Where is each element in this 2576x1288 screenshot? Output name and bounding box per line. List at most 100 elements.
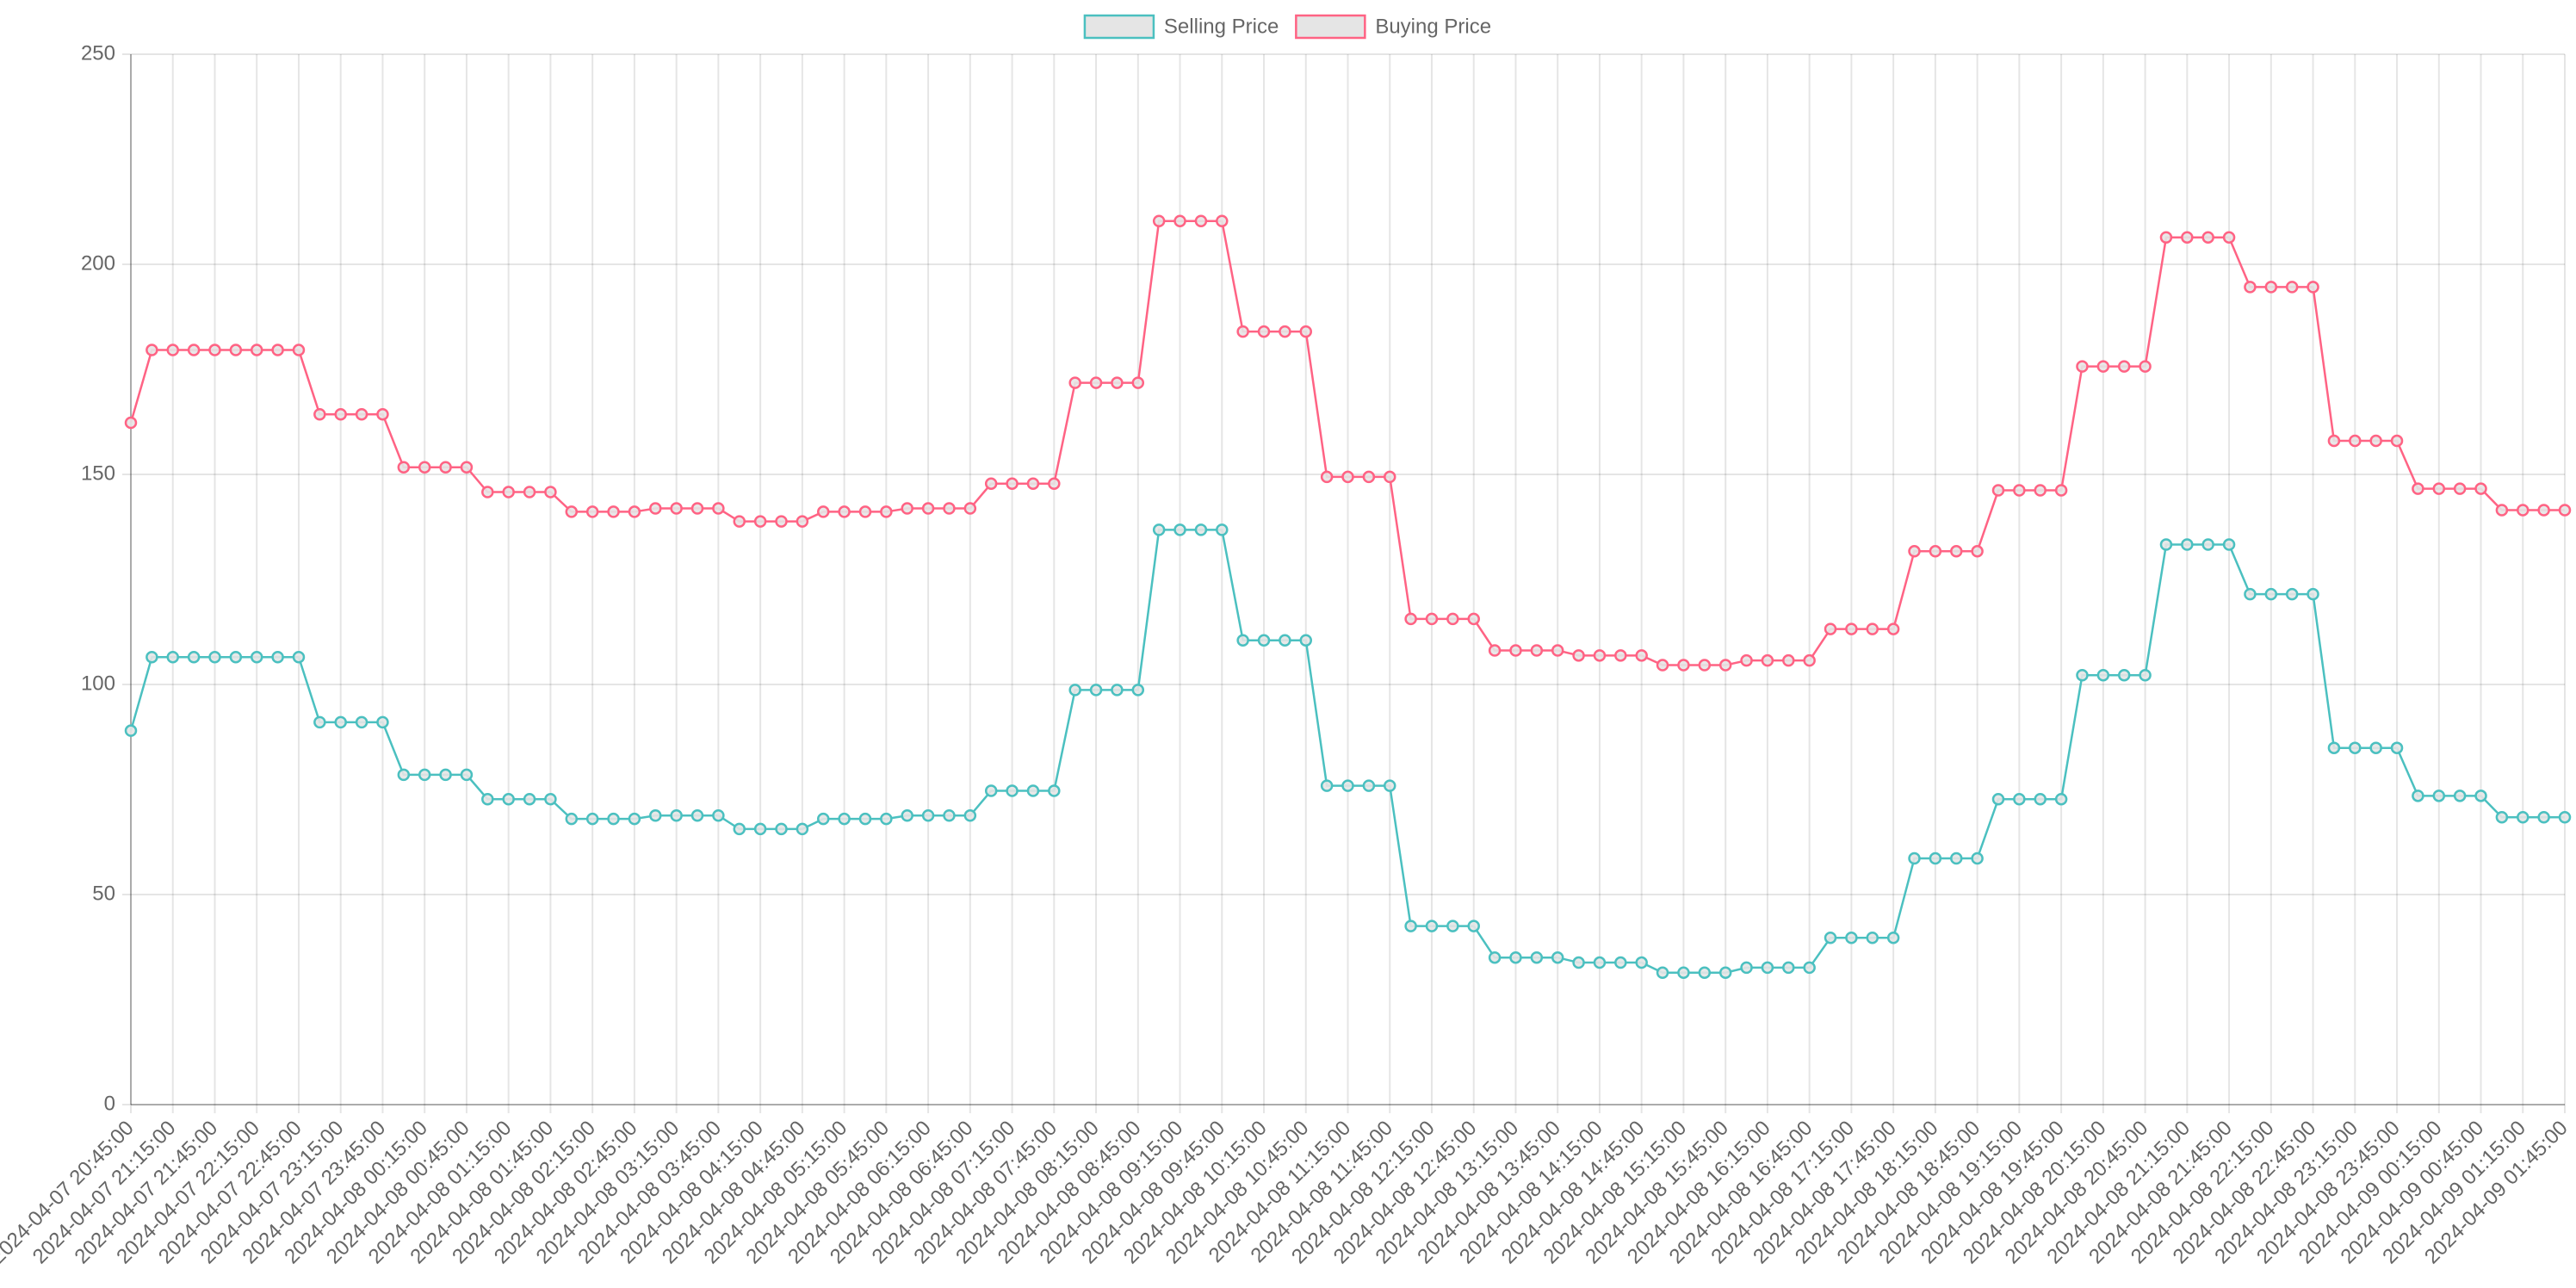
data-point bbox=[1152, 523, 1166, 536]
data-point bbox=[2222, 538, 2236, 551]
data-point bbox=[397, 461, 411, 474]
data-point bbox=[2517, 810, 2530, 824]
data-point bbox=[2412, 790, 2424, 802]
data-point bbox=[1656, 659, 1669, 672]
data-point bbox=[208, 651, 221, 664]
data-point bbox=[2327, 741, 2341, 754]
data-point bbox=[1131, 684, 1145, 697]
data-point bbox=[2264, 587, 2278, 601]
data-point bbox=[1929, 851, 1942, 865]
legend-label: Selling Price bbox=[1164, 15, 1279, 38]
data-point bbox=[2369, 741, 2382, 754]
data-point bbox=[418, 768, 431, 782]
data-point bbox=[124, 724, 138, 737]
data-point bbox=[376, 715, 389, 729]
data-point bbox=[2537, 504, 2550, 517]
data-point bbox=[753, 515, 767, 528]
data-point bbox=[670, 809, 683, 822]
data-point bbox=[1677, 966, 1690, 980]
data-point bbox=[1068, 376, 1081, 389]
data-point bbox=[733, 822, 746, 836]
data-point bbox=[1677, 659, 1690, 672]
data-point bbox=[943, 809, 956, 822]
data-point bbox=[816, 505, 830, 518]
data-point bbox=[901, 809, 913, 822]
data-point bbox=[1698, 659, 1712, 672]
data-point bbox=[796, 822, 809, 836]
data-point bbox=[2349, 434, 2362, 448]
data-point bbox=[502, 486, 515, 498]
data-point bbox=[1131, 376, 1145, 389]
data-point bbox=[1929, 545, 1942, 558]
y-tick-label: 150 bbox=[81, 461, 115, 485]
data-point bbox=[2244, 587, 2257, 601]
data-point bbox=[544, 486, 557, 498]
data-point bbox=[1279, 634, 1291, 647]
data-point bbox=[733, 515, 746, 528]
data-point bbox=[208, 344, 221, 356]
data-point bbox=[607, 812, 620, 826]
data-point bbox=[1572, 649, 1585, 662]
data-point bbox=[775, 822, 788, 836]
data-point bbox=[1216, 214, 1229, 227]
data-point bbox=[1614, 649, 1627, 662]
y-tick-label: 0 bbox=[104, 1092, 115, 1115]
data-point bbox=[1362, 470, 1376, 484]
data-point bbox=[313, 715, 326, 729]
data-point bbox=[523, 486, 536, 498]
data-point bbox=[984, 477, 998, 490]
data-point bbox=[628, 505, 641, 518]
data-point bbox=[1530, 644, 1544, 657]
data-point bbox=[1299, 325, 1313, 338]
data-point bbox=[1635, 956, 1648, 969]
data-point bbox=[858, 812, 872, 826]
data-point bbox=[271, 344, 284, 356]
data-point bbox=[1216, 523, 1229, 536]
data-point bbox=[1635, 649, 1648, 662]
data-point bbox=[838, 505, 851, 518]
data-point bbox=[2307, 587, 2319, 601]
data-point bbox=[2307, 281, 2319, 294]
data-point bbox=[2264, 281, 2278, 294]
data-point bbox=[963, 809, 977, 822]
data-point bbox=[250, 651, 263, 664]
data-point bbox=[858, 505, 872, 518]
data-point bbox=[292, 344, 306, 356]
data-point bbox=[607, 505, 620, 518]
data-point bbox=[775, 515, 788, 528]
data-point bbox=[670, 502, 683, 515]
data-point bbox=[1383, 470, 1396, 484]
data-point bbox=[1488, 951, 1502, 964]
data-point bbox=[1614, 956, 1627, 969]
data-point bbox=[2558, 504, 2572, 517]
data-point bbox=[1698, 966, 1712, 980]
data-point bbox=[2013, 484, 2026, 497]
data-point bbox=[313, 407, 326, 421]
data-point bbox=[481, 792, 494, 806]
data-point bbox=[1824, 622, 1837, 635]
data-point bbox=[2495, 810, 2509, 824]
data-point bbox=[753, 822, 767, 836]
data-point bbox=[2474, 482, 2487, 495]
data-point bbox=[1740, 961, 1753, 975]
data-point bbox=[1467, 920, 1480, 932]
data-point bbox=[2096, 669, 2110, 682]
data-point bbox=[1257, 634, 1271, 647]
data-point bbox=[712, 502, 725, 515]
data-point bbox=[2369, 434, 2382, 448]
data-point bbox=[1111, 684, 1124, 697]
data-point bbox=[1341, 470, 1354, 484]
data-point bbox=[271, 651, 284, 664]
data-point bbox=[963, 502, 977, 515]
data-point bbox=[2517, 504, 2530, 517]
data-point bbox=[585, 812, 599, 826]
data-point bbox=[628, 812, 641, 826]
data-point bbox=[1257, 325, 1271, 338]
data-point bbox=[2054, 484, 2068, 497]
data-point bbox=[1446, 612, 1459, 626]
data-point bbox=[2013, 792, 2026, 806]
data-point bbox=[1026, 477, 1040, 490]
data-point bbox=[2537, 810, 2550, 824]
data-point bbox=[146, 344, 158, 356]
